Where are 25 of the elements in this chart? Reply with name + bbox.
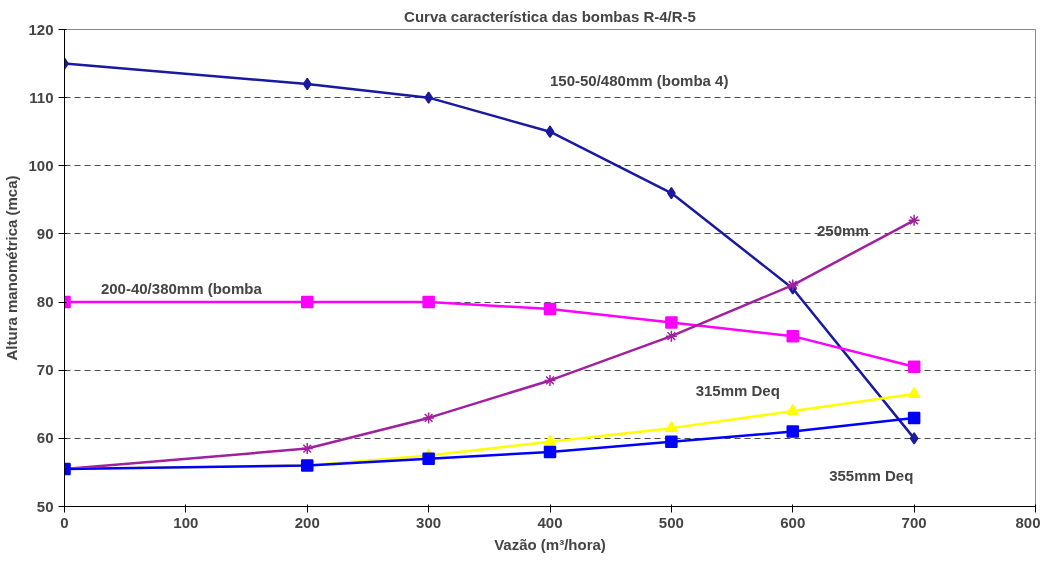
x-tick-label: 0 bbox=[60, 513, 69, 531]
y-tick-label: 110 bbox=[29, 88, 54, 106]
y-tick-label: 70 bbox=[36, 361, 54, 379]
x-tick-label: 200 bbox=[294, 513, 320, 531]
annotation: 355mm Deq bbox=[829, 467, 914, 485]
annotation: 200-40/380mm (bomba bbox=[100, 279, 263, 297]
y-tick-label: 100 bbox=[28, 156, 54, 174]
x-tick-label: 100 bbox=[173, 513, 199, 531]
x-tick-label: 800 bbox=[1015, 513, 1041, 531]
y-tick-label: 120 bbox=[28, 20, 54, 38]
x-tick-label: 400 bbox=[537, 513, 563, 531]
y-tick-label: 90 bbox=[36, 224, 54, 242]
x-tick-label: 600 bbox=[780, 513, 806, 531]
annotation: 150-50/480mm (bomba 4) bbox=[550, 72, 729, 90]
annotation: 315mm Deq bbox=[695, 382, 780, 400]
chart-title: Curva característica das bombas R-4/R-5 bbox=[404, 7, 696, 25]
x-tick-label: 300 bbox=[416, 513, 442, 531]
y-tick-label: 80 bbox=[36, 293, 54, 311]
x-tick-label: 500 bbox=[658, 513, 684, 531]
y-tick-label: 60 bbox=[36, 429, 54, 447]
x-tick-label: 700 bbox=[901, 513, 927, 531]
y-axis-title: Altura manométrica (mca) bbox=[3, 175, 21, 361]
y-tick-label: 50 bbox=[36, 497, 54, 515]
x-axis-title: Vazão (m³/hora) bbox=[494, 535, 606, 553]
annotation: 250mm bbox=[817, 222, 869, 240]
